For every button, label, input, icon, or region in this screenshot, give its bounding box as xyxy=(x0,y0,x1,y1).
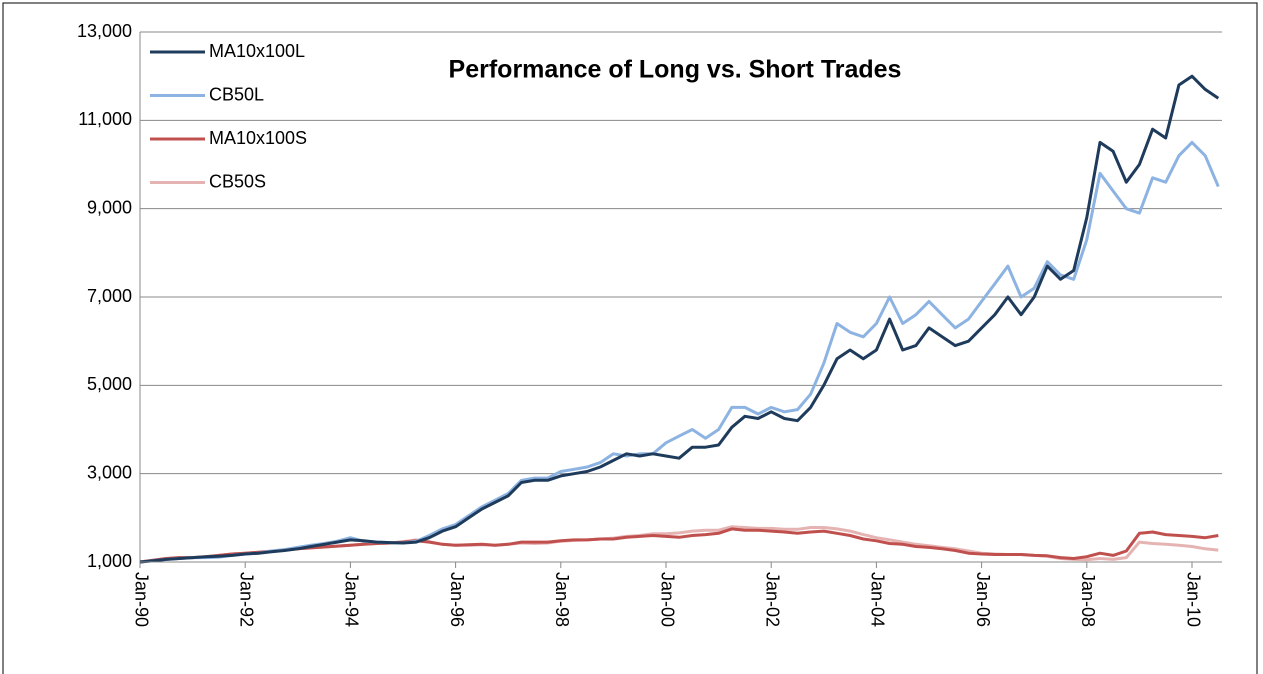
x-tick-label: Jan-92 xyxy=(236,572,256,627)
series-line xyxy=(139,74,1220,564)
legend-label: CB50S xyxy=(209,171,266,191)
y-tick-label: 7,000 xyxy=(87,286,132,306)
y-tick-label: 13,000 xyxy=(77,21,132,41)
series-line xyxy=(139,527,1219,564)
chart-title: Performance of Long vs. Short Trades xyxy=(449,56,902,84)
x-tick-label: Jan-90 xyxy=(131,572,151,627)
x-tick-label: Jan-10 xyxy=(1183,572,1203,627)
y-tick-label: 9,000 xyxy=(87,197,132,217)
series-line xyxy=(139,140,1220,564)
legend-label: MA10x100S xyxy=(209,128,307,148)
legend-label: MA10x100L xyxy=(209,41,305,61)
x-tick-label: Jan-96 xyxy=(447,572,467,627)
y-tick-label: 1,000 xyxy=(87,551,132,571)
legend-label: CB50L xyxy=(209,84,264,104)
x-tick-label: Jan-02 xyxy=(762,572,782,627)
x-tick-label: Jan-06 xyxy=(973,572,993,627)
x-tick-label: Jan-00 xyxy=(657,572,677,627)
x-tick-label: Jan-94 xyxy=(342,572,362,627)
x-tick-label: Jan-08 xyxy=(1078,572,1098,627)
x-tick-label: Jan-04 xyxy=(868,572,888,627)
y-tick-label: 5,000 xyxy=(87,374,132,394)
x-tick-label: Jan-98 xyxy=(552,572,572,627)
y-tick-label: 11,000 xyxy=(78,109,132,129)
y-tick-label: 3,000 xyxy=(87,462,132,482)
